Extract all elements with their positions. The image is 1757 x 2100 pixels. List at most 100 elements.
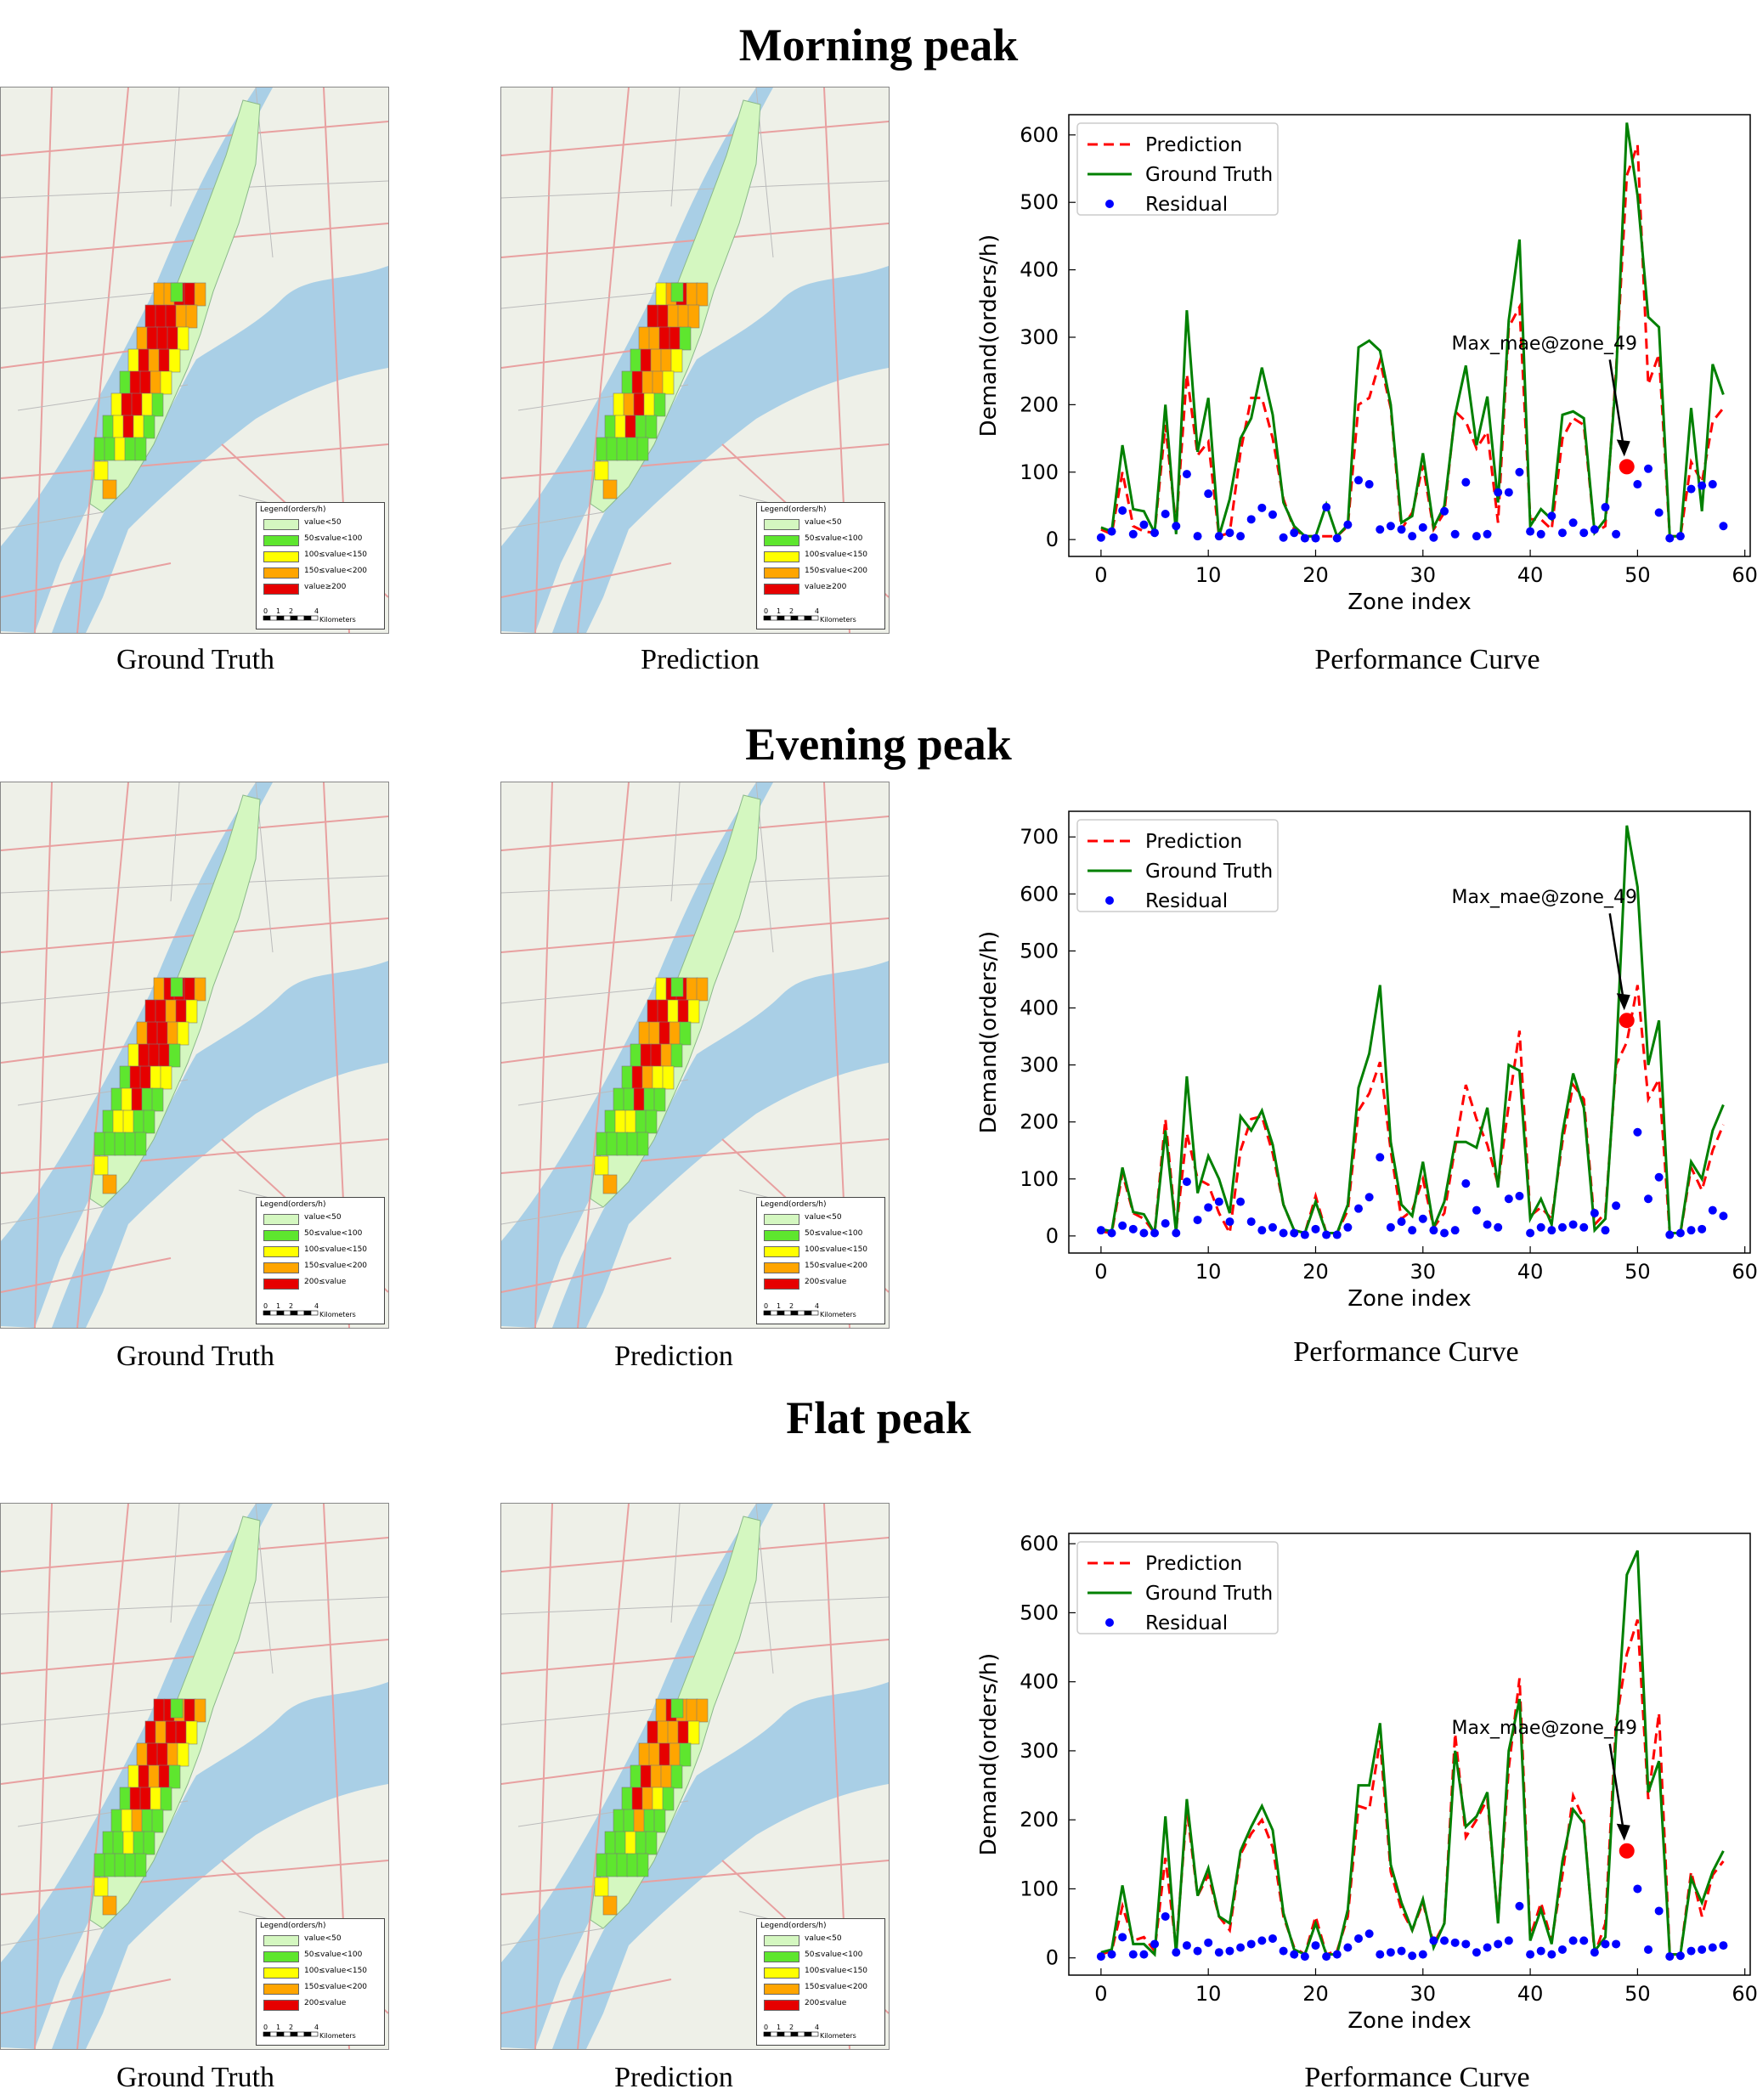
- legend-item: value<50: [764, 1934, 883, 1946]
- residual-point: [1257, 1936, 1267, 1945]
- scale-tick: 2: [289, 2024, 293, 2031]
- residual-point: [1182, 1941, 1191, 1950]
- residual-point: [1579, 528, 1589, 538]
- legend-item: 200≤value: [764, 1999, 883, 2011]
- residual-point: [1494, 1222, 1503, 1232]
- chart-legend-label: Ground Truth: [1145, 861, 1273, 883]
- residual-point: [1268, 1933, 1277, 1943]
- legend-item: 150≤value<200: [263, 1983, 382, 1995]
- legend-label: 150≤value<200: [304, 1262, 368, 1270]
- legend-item: 150≤value<200: [263, 567, 382, 579]
- residual-point: [1118, 1221, 1127, 1230]
- legend-item: 50≤value<100: [764, 1229, 883, 1241]
- residual-point: [1590, 1209, 1599, 1218]
- residual-point: [1601, 503, 1610, 512]
- residual-point: [1161, 1911, 1170, 1921]
- legend-swatch: [263, 1951, 299, 1962]
- residual-point: [1139, 1228, 1149, 1238]
- x-tick-label: 50: [1624, 1260, 1651, 1284]
- residual-point: [1096, 533, 1105, 542]
- map-legend: Legend(orders/h) value<50 50≤value<100 100≤…: [256, 1918, 385, 2046]
- residual-point: [1504, 1936, 1513, 1945]
- map-legend: Legend(orders/h) value<50 50≤value<100 100≤…: [256, 502, 385, 629]
- legend-swatch: [263, 584, 299, 595]
- annotation-label: Max_mae@zone_49: [1452, 333, 1637, 354]
- residual-point: [1408, 1226, 1417, 1235]
- legend-swatch: [764, 1214, 799, 1225]
- legend-swatch: [764, 1951, 799, 1962]
- residual-point: [1408, 532, 1417, 541]
- legend-label: 50≤value<100: [304, 534, 363, 543]
- annotation-label: Max_mae@zone_49: [1452, 1718, 1637, 1739]
- flat-prediction-caption: Prediction: [614, 2062, 733, 2093]
- legend-item: 100≤value<150: [263, 1245, 382, 1257]
- legend-label: value≥200: [805, 583, 847, 591]
- residual-point: [1214, 532, 1223, 541]
- residual-point: [1494, 488, 1503, 497]
- scale-tick: 1: [777, 2024, 781, 2031]
- x-tick-label: 20: [1302, 1982, 1329, 2006]
- legend-swatch: [764, 584, 799, 595]
- legend-swatch: [764, 1262, 799, 1273]
- scale-tick: 1: [276, 2024, 280, 2031]
- residual-point: [1644, 1945, 1653, 1954]
- residual-point: [1686, 1226, 1696, 1235]
- legend-item: 150≤value<200: [764, 1262, 883, 1273]
- legend-item: 50≤value<100: [263, 1229, 382, 1241]
- evening-curve-caption: Performance Curve: [1293, 1336, 1519, 1368]
- x-axis-label: Zone index: [1347, 1286, 1472, 1312]
- legend-item: 100≤value<150: [764, 550, 883, 562]
- residual-point: [1354, 1933, 1364, 1943]
- max-mae-point: [1619, 459, 1635, 475]
- residual-point: [1612, 1939, 1621, 1949]
- max-mae-point: [1619, 1013, 1635, 1029]
- y-axis-label: Demand(orders/h): [976, 931, 1002, 1134]
- scale-tick: 0: [263, 1302, 268, 1310]
- residual-point: [1633, 1884, 1642, 1894]
- scale-tick: 2: [789, 1302, 794, 1310]
- residual-point: [1494, 1939, 1503, 1949]
- residual-point: [1612, 529, 1621, 539]
- y-tick-label: 600: [1020, 882, 1059, 906]
- residual-point: [1601, 1939, 1610, 1949]
- residual-point: [1397, 525, 1406, 534]
- x-tick-label: 10: [1195, 1982, 1222, 2006]
- legend-swatch: [263, 1967, 299, 1979]
- residual-point: [1161, 509, 1170, 518]
- residual-point: [1139, 520, 1149, 529]
- x-tick-label: 60: [1732, 563, 1757, 587]
- residual-point: [1515, 1901, 1524, 1911]
- map-image: [1, 88, 388, 633]
- residual-point: [1322, 1230, 1331, 1239]
- scale-tick: 2: [789, 607, 794, 615]
- legend-item: 150≤value<200: [764, 1983, 883, 1995]
- residual-point: [1654, 508, 1664, 517]
- legend-label: value<50: [304, 1213, 342, 1222]
- legend-title: Legend(orders/h): [260, 1922, 326, 1930]
- residual-point: [1418, 1950, 1427, 1959]
- residual-point: [1633, 480, 1642, 489]
- residual-point: [1698, 1224, 1707, 1233]
- scale-tick: 1: [276, 607, 280, 615]
- residual-point: [1472, 532, 1481, 541]
- legend-swatch: [263, 1279, 299, 1290]
- y-tick-label: 600: [1020, 1532, 1059, 1555]
- x-tick-label: 30: [1410, 1982, 1437, 2006]
- legend-label: 200≤value: [304, 1999, 347, 2007]
- scale-tick: 0: [263, 607, 268, 615]
- scale-tick: 4: [314, 1302, 319, 1310]
- residual-point: [1246, 515, 1256, 524]
- residual-point: [1429, 1226, 1438, 1235]
- scale-tick: 4: [815, 607, 819, 615]
- legend-swatch: [263, 2000, 299, 2011]
- residual-point: [1311, 1224, 1320, 1233]
- residual-point: [1719, 1211, 1728, 1221]
- flat-prediction-map: Legend(orders/h) value<50 50≤value<100 100≤…: [500, 1503, 890, 2050]
- legend-swatch: [263, 1230, 299, 1241]
- residual-point: [1118, 1933, 1127, 1942]
